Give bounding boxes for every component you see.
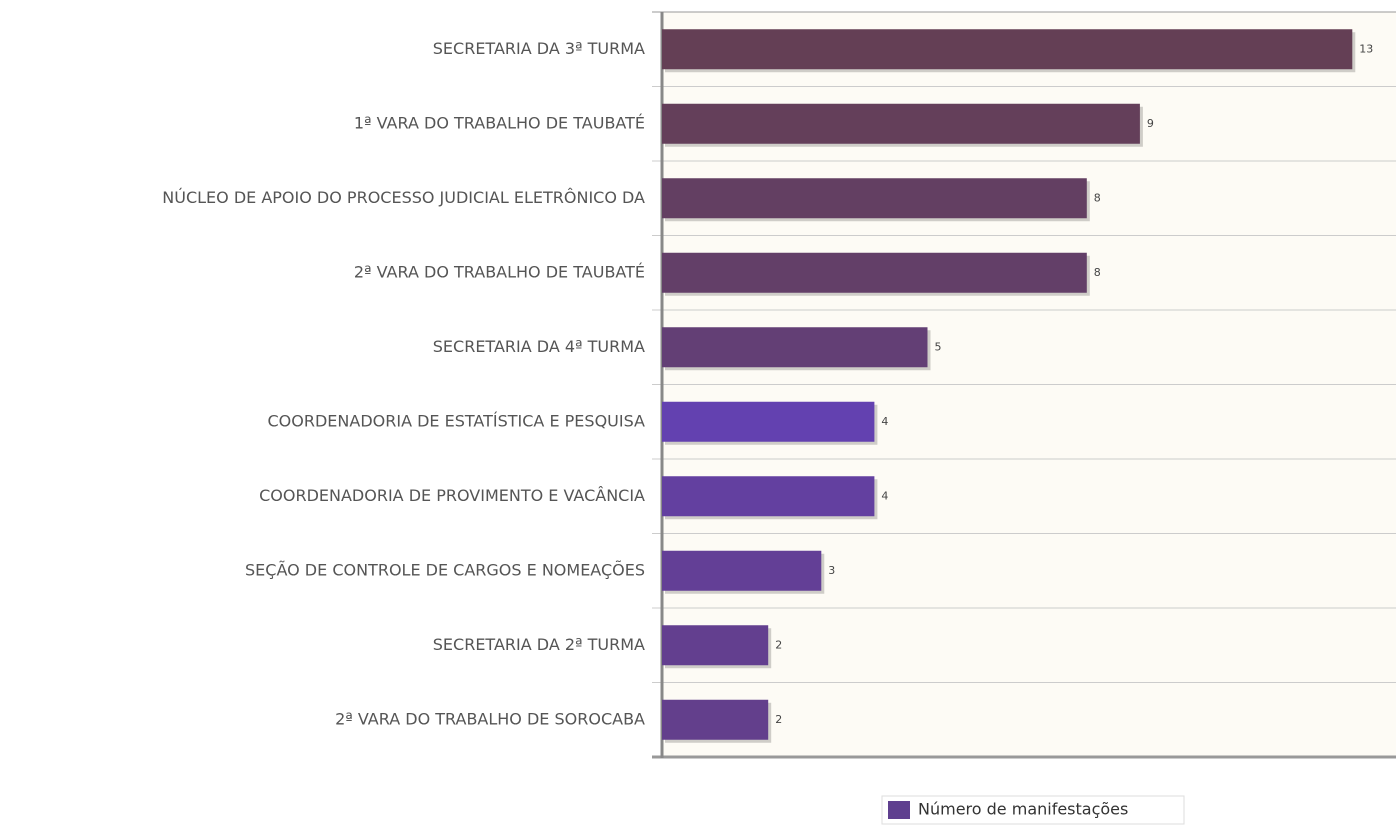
legend-label: Número de manifestações <box>918 800 1128 819</box>
value-label: 4 <box>881 415 888 428</box>
value-label: 2 <box>775 713 782 726</box>
bar <box>662 625 769 666</box>
bar <box>662 29 1353 70</box>
bar <box>662 476 875 517</box>
value-label: 13 <box>1359 42 1373 55</box>
bar <box>662 252 1087 293</box>
value-label: 8 <box>1094 266 1101 279</box>
bar <box>662 550 822 591</box>
category-label: 1ª VARA DO TRABALHO DE TAUBATÉ <box>354 113 645 132</box>
value-label: 2 <box>775 638 782 651</box>
category-label: SECRETARIA DA 2ª TURMA <box>433 635 645 654</box>
category-label: SECRETARIA DA 4ª TURMA <box>433 337 645 356</box>
bar <box>662 327 928 368</box>
category-label: NÚCLEO DE APOIO DO PROCESSO JUDICIAL ELE… <box>162 188 645 207</box>
bar <box>662 178 1087 219</box>
category-label: 2ª VARA DO TRABALHO DE TAUBATÉ <box>354 262 645 281</box>
category-label: SEÇÃO DE CONTROLE DE CARGOS E NOMEAÇÕES <box>245 560 645 579</box>
bar <box>662 401 875 442</box>
legend-swatch <box>888 801 910 819</box>
category-label: COORDENADORIA DE ESTATÍSTICA E PESQUISA <box>268 411 646 430</box>
bar <box>662 699 769 740</box>
value-label: 4 <box>881 489 888 502</box>
category-label: 2ª VARA DO TRABALHO DE SOROCABA <box>335 709 645 728</box>
value-label: 9 <box>1147 117 1154 130</box>
category-label: COORDENADORIA DE PROVIMENTO E VACÂNCIA <box>259 486 645 505</box>
value-label: 3 <box>828 564 835 577</box>
value-label: 8 <box>1094 191 1101 204</box>
bar <box>662 103 1140 144</box>
value-label: 5 <box>935 340 942 353</box>
legend-box <box>881 795 1185 825</box>
category-label: SECRETARIA DA 3ª TURMA <box>433 39 645 58</box>
